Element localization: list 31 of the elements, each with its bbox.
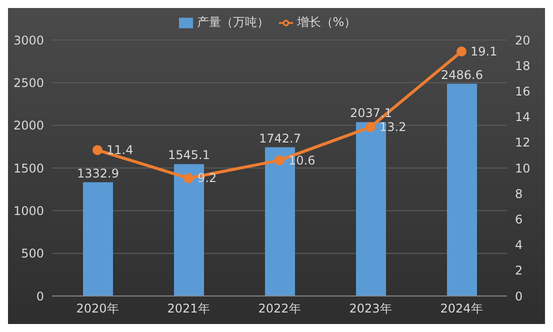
data-label: 11.4 [106,143,134,158]
x-tick-label: 2021年 [167,302,210,316]
y2-tick-label: 10 [515,161,530,176]
y2-tick-label: 2 [515,264,523,278]
x-tick-label: 2020年 [76,302,119,316]
y2-tick-label: 12 [515,136,530,150]
x-tick-label: 2024年 [440,302,483,316]
data-label: 2486.6 [441,68,483,82]
y-tick-label: 2500 [13,76,44,90]
data-label: 1545.1 [168,148,210,162]
y2-tick-label: 6 [515,212,523,226]
y-tick-label: 0 [36,289,44,304]
y-tick-label: 2000 [13,118,44,133]
y-tick-label: 3000 [13,33,44,48]
legend-label: 增长（%） [296,15,356,29]
x-tick-label: 2022年 [258,302,301,316]
data-label: 1332.9 [77,166,119,180]
y-tick-label: 1000 [13,204,44,218]
legend-label: 产量（万吨） [196,15,269,29]
y2-tick-label: 16 [515,84,530,98]
y2-tick-label: 18 [515,58,530,73]
y2-tick-label: 20 [515,33,530,48]
y2-tick-label: 4 [515,238,523,252]
data-label: 1742.7 [259,131,301,146]
data-label: 19.1 [470,44,498,59]
y-tick-label: 500 [21,246,44,261]
y2-tick-label: 14 [515,110,530,124]
y-tick-label: 1500 [13,161,44,176]
y2-tick-label: 0 [515,289,523,304]
y2-tick-label: 8 [515,186,523,201]
x-tick-label: 2023年 [349,302,392,316]
